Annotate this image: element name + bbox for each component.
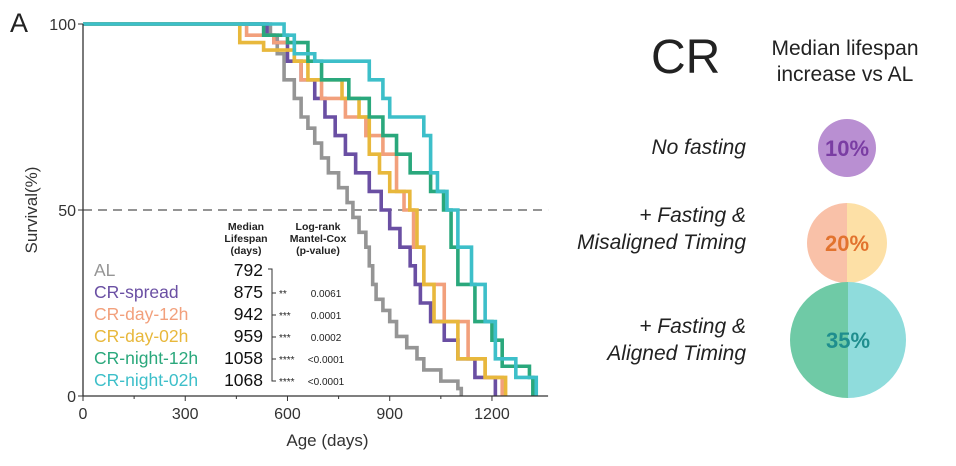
p-value: <0.0001 <box>308 355 345 366</box>
bubble-left-half <box>818 119 847 177</box>
legend-label: CR-night-02h <box>94 370 198 390</box>
survival-chart: 0 300 600 900 1200 0 50 100 Age (days) Survival(%… <box>22 17 549 450</box>
summary-title: CR <box>651 31 721 84</box>
x-tick-label: 600 <box>274 406 301 423</box>
median-lifespan-value: 875 <box>234 282 263 302</box>
median-lifespan-value: 1058 <box>224 348 263 368</box>
legend-label: CR-night-12h <box>94 348 198 368</box>
y-tick-label: 100 <box>49 17 76 34</box>
condition-label-misaligned: + Fasting & Misaligned Timing <box>577 202 746 256</box>
median-lifespan-value: 792 <box>234 260 263 280</box>
condition-label-line: Misaligned Timing <box>576 231 746 254</box>
condition-label-line: + Fasting & <box>639 204 746 227</box>
bubble-value: 20% <box>825 231 869 256</box>
legend-label: CR-day-02h <box>94 326 188 346</box>
bubble-right-half <box>847 119 876 177</box>
y-tick-label: 0 <box>67 389 76 406</box>
table-header-test: Mantel-Cox <box>290 233 347 245</box>
table-header-test: Log-rank <box>296 221 341 233</box>
x-tick-label: 300 <box>172 406 199 423</box>
median-lifespan-value: 1068 <box>224 370 263 390</box>
table-header-median: Lifespan <box>224 233 267 245</box>
significance-stars: **** <box>279 355 295 366</box>
legend-label: AL <box>94 260 116 280</box>
condition-label-line: + Fasting & <box>639 315 746 338</box>
median-lifespan-value: 959 <box>234 326 263 346</box>
bubble-value: 35% <box>826 328 870 353</box>
significance-stars: *** <box>279 311 291 322</box>
condition-label-line: Aligned Timing <box>607 342 746 365</box>
survival-curve-cr-night-12h <box>83 22 535 396</box>
summary-subtitle: Median lifespan increase vs AL <box>745 36 945 88</box>
survival-curve-cr-night-02h <box>83 22 539 396</box>
significance-stars: *** <box>279 333 291 344</box>
legend-label: CR-spread <box>94 282 179 302</box>
survival-curve-al <box>83 22 464 396</box>
condition-label-aligned: + Fasting & Aligned Timing <box>607 313 746 367</box>
x-tick-label: 1200 <box>474 406 510 423</box>
x-tick-label: 900 <box>376 406 403 423</box>
x-tick-label: 0 <box>79 406 88 423</box>
significance-stars: **** <box>279 377 295 388</box>
panel-label: A <box>10 8 29 38</box>
condition-label-no-fasting: No fasting <box>651 134 746 161</box>
y-tick-label: 50 <box>58 203 76 220</box>
significance-stars: ** <box>279 289 287 300</box>
bubble-value: 10% <box>825 136 869 161</box>
y-axis-label: Survival(%) <box>22 167 41 254</box>
bubble-right-half <box>847 203 887 283</box>
p-value: 0.0001 <box>311 311 342 322</box>
summary-subtitle-line: Median lifespan <box>771 37 919 60</box>
bubble-left-half <box>790 282 848 398</box>
table-header-median: Median <box>228 221 264 233</box>
p-value: 0.0061 <box>311 289 342 300</box>
p-value: 0.0002 <box>311 333 342 344</box>
x-axis-label: Age (days) <box>286 431 368 450</box>
legend-label: CR-day-12h <box>94 304 188 324</box>
condition-label-line: No fasting <box>651 136 746 159</box>
table-header-median: (days) <box>231 245 262 257</box>
bubble-right-half <box>848 282 906 398</box>
table-header-test: (p-value) <box>296 245 340 257</box>
bubble-left-half <box>807 203 847 283</box>
p-value: <0.0001 <box>308 377 345 388</box>
summary-subtitle-line: increase vs AL <box>776 63 914 86</box>
median-lifespan-value: 942 <box>234 304 263 324</box>
